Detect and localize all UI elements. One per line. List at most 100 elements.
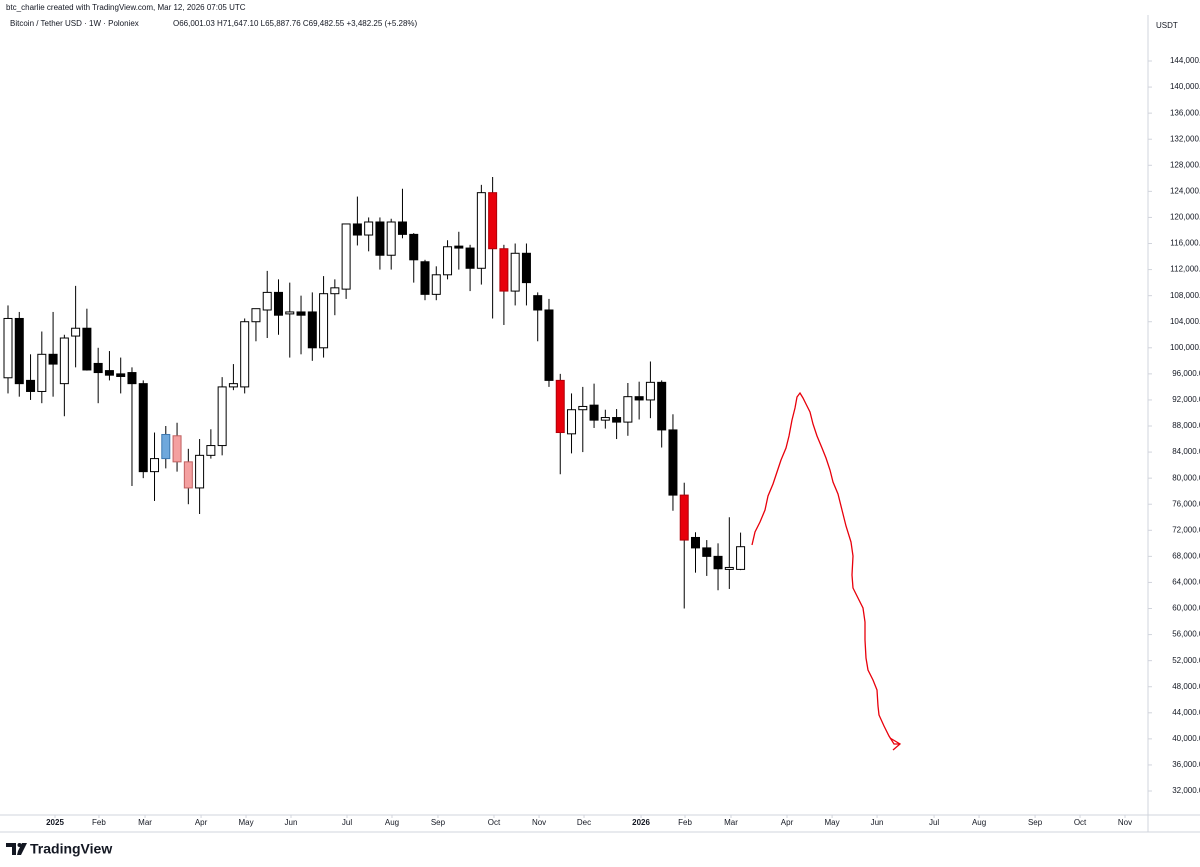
x-tick-label: Oct [1074,818,1087,827]
y-tick-label: 32,000.00 [1172,786,1200,795]
candle-body [454,245,464,249]
x-tick-label: Oct [488,818,501,827]
y-tick-label: 96,000.00 [1172,369,1200,378]
candle-body [713,555,723,570]
candle-body [510,252,520,292]
y-tick-label: 68,000.00 [1172,551,1200,560]
y-tick-label: 84,000.00 [1172,447,1200,456]
ohlc-label: O66,001.03 H71,647.10 L65,887.76 C69,482… [173,19,418,28]
y-tick-label: 140,000.00 [1170,82,1200,91]
candle-body [578,405,588,411]
candle-body [476,192,486,269]
candle-body [409,233,419,261]
candle-body [26,379,36,392]
y-tick-label: 52,000.00 [1172,656,1200,665]
y-tick-label: 88,000.00 [1172,421,1200,430]
candle-body [736,546,746,570]
candle-body [544,309,554,381]
y-tick-label: 56,000.00 [1172,630,1200,639]
y-tick-label: 72,000.00 [1172,525,1200,534]
candle-body [138,383,148,473]
y-tick-label: 80,000.00 [1172,473,1200,482]
x-tick-label: Jun [285,818,298,827]
candle-body [150,458,160,473]
candle-body [262,291,272,311]
y-tick-label: 116,000.00 [1170,239,1200,248]
y-tick-label: 144,000.00 [1170,56,1200,65]
candle-body [59,337,69,385]
y-tick-label: 40,000.00 [1172,734,1200,743]
candle-body [273,291,283,316]
branding: TradingView [30,841,112,857]
candle-body [533,295,543,311]
x-tick-label: May [825,818,840,827]
candle-body [307,311,317,349]
candle-body [431,274,441,295]
y-tick-label: 48,000.00 [1172,682,1200,691]
candle-body [623,396,633,423]
candle-body [724,566,734,570]
candle-body [240,321,250,388]
y-tick-label: 120,000.00 [1170,213,1200,222]
x-tick-label: Feb [92,818,106,827]
candle-body [499,248,509,292]
y-tick-label: 92,000.00 [1172,395,1200,404]
candle-body [679,494,689,541]
candle-body [645,381,655,401]
candle-body [488,192,498,250]
candle-body [341,223,351,290]
candle-body [37,353,47,392]
candle-body [352,223,362,236]
y-tick-label: 112,000.00 [1170,265,1200,274]
symbol-title: Bitcoin / Tether USD · 1W · Poloniex [10,19,139,28]
candle-body [690,536,700,549]
candle-body [375,221,385,256]
candle-body [71,327,81,337]
logo-dot [17,843,22,847]
candle-body [206,445,216,456]
candle-body [285,311,295,315]
x-tick-label: Jul [342,818,352,827]
candle-body [668,429,678,496]
drawn-projection-arrow [751,391,900,745]
plot-area [3,177,746,609]
y-tick-label: 136,000.00 [1170,108,1200,117]
x-tick-label: Aug [385,818,399,827]
candle-body [14,317,24,385]
author-line: btc_charlie created with TradingView.com… [6,3,246,12]
candle-body [465,247,475,269]
y-tick-label: 60,000.00 [1172,604,1200,613]
y-tick-label: 36,000.00 [1172,760,1200,769]
y-tick-label: 76,000.00 [1172,499,1200,508]
x-tick-label: Mar [724,818,738,827]
x-tick-label: Sep [431,818,446,827]
x-tick-label: Nov [532,818,546,827]
candle-body [93,362,103,374]
y-tick-label: 124,000.00 [1170,186,1200,195]
candle-body [319,293,329,349]
candle-body [48,353,58,365]
y-tick-label: 128,000.00 [1170,160,1200,169]
candle-body [420,261,430,295]
candle-body [3,317,13,379]
y-tick-label: 44,000.00 [1172,708,1200,717]
candle-body [589,404,599,421]
x-tick-label: Sep [1028,818,1043,827]
candle-body [364,221,374,236]
candle-body [296,311,306,316]
candle-body [555,379,565,434]
candle-body [195,454,205,489]
x-tick-label: Jul [929,818,939,827]
x-tick-label: Dec [577,818,591,827]
candle-body [330,287,340,295]
x-tick-label: Apr [781,818,794,827]
y-tick-label: 100,000.00 [1170,343,1200,352]
x-tick-label: 2026 [632,818,650,827]
x-tick-label: Feb [678,818,692,827]
y-tick-label: 104,000.00 [1170,317,1200,326]
candle-body [183,461,193,489]
logo [6,843,27,855]
candle-body [386,221,396,256]
